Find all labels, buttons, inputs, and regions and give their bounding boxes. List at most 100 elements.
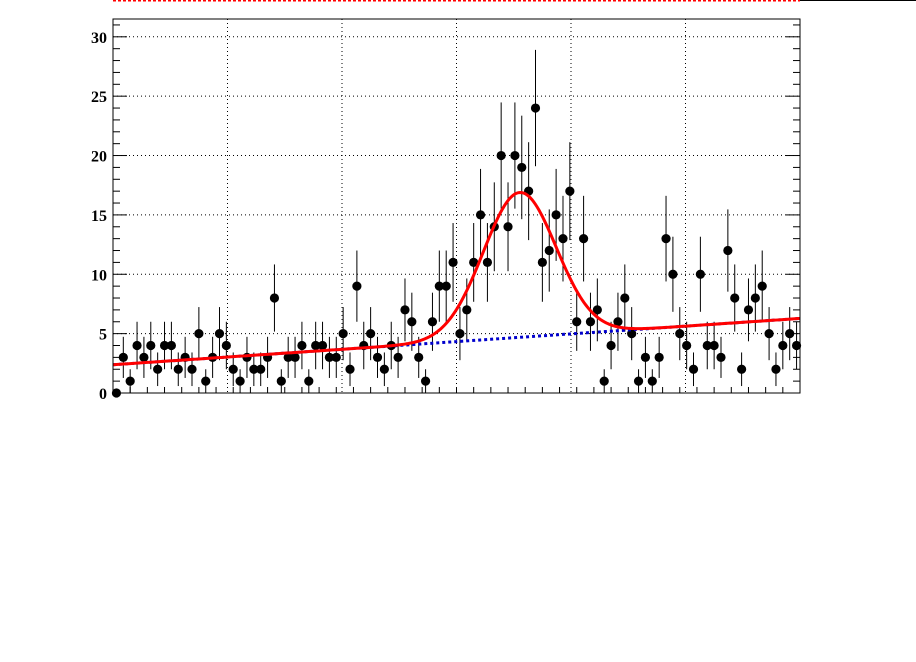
point-marker <box>290 352 300 362</box>
point-marker <box>695 269 705 279</box>
data-point <box>434 250 444 322</box>
point-marker <box>764 329 774 339</box>
point-marker <box>647 376 657 386</box>
point-marker <box>585 317 596 327</box>
data-point <box>359 321 369 370</box>
data-point <box>709 321 719 370</box>
data-point <box>702 321 712 370</box>
point-marker <box>606 340 616 351</box>
data-point <box>317 321 328 370</box>
data-point <box>496 102 506 209</box>
point-marker <box>510 150 520 161</box>
data-point <box>482 223 493 302</box>
point-marker <box>249 364 259 374</box>
point-marker <box>379 364 389 374</box>
point-marker <box>269 293 280 303</box>
point-marker <box>166 340 176 351</box>
data-point <box>338 307 348 361</box>
data-point <box>400 278 410 342</box>
y-tick-label: 5 <box>99 327 107 344</box>
point-marker <box>771 364 781 374</box>
point-marker <box>654 352 664 362</box>
total-fit-curve <box>112 190 801 367</box>
point-marker <box>228 364 238 374</box>
point-marker <box>304 376 314 386</box>
point-marker <box>702 340 712 351</box>
point-marker <box>558 234 568 244</box>
point-marker <box>743 305 754 315</box>
data-point <box>695 236 705 312</box>
data-point <box>352 250 362 322</box>
data-point <box>517 115 527 220</box>
data-point <box>654 336 664 378</box>
data-point <box>730 264 740 332</box>
data-point <box>558 195 568 282</box>
point-marker <box>551 210 561 220</box>
point-marker <box>682 340 692 351</box>
point-marker <box>201 376 211 386</box>
point-marker <box>544 245 554 256</box>
point-marker <box>283 352 293 362</box>
point-marker <box>599 376 609 386</box>
data-point <box>503 182 513 272</box>
point-marker <box>125 376 135 386</box>
data-point <box>565 142 575 241</box>
point-marker <box>235 376 245 386</box>
point-marker <box>159 340 170 351</box>
data-point <box>256 352 266 387</box>
point-marker <box>572 317 582 327</box>
data-point <box>668 236 678 312</box>
point-marker <box>139 352 149 362</box>
point-marker <box>297 340 307 351</box>
data-point <box>475 168 486 261</box>
point-marker <box>256 364 266 374</box>
data-point <box>572 292 582 351</box>
data-point <box>441 250 451 322</box>
data-point <box>276 369 286 393</box>
point-marker <box>324 352 335 362</box>
data-point <box>640 336 651 378</box>
point-marker <box>427 317 438 327</box>
point-marker <box>366 329 376 339</box>
point-marker <box>372 352 383 362</box>
data-point <box>606 321 616 370</box>
data-point <box>716 336 726 378</box>
point-marker <box>578 234 589 244</box>
data-point <box>599 369 609 393</box>
data-point <box>723 209 733 292</box>
point-marker <box>352 281 362 291</box>
point-marker <box>613 317 623 327</box>
point-marker <box>441 281 451 291</box>
point-marker <box>709 340 719 351</box>
y-tick-label: 15 <box>91 208 107 225</box>
point-marker <box>146 340 156 351</box>
data-point <box>345 352 355 387</box>
point-marker <box>668 269 678 279</box>
y-tick-label: 10 <box>91 267 107 284</box>
data-point <box>592 278 602 342</box>
data-point <box>771 352 781 387</box>
point-marker <box>482 257 493 267</box>
point-marker <box>475 210 486 220</box>
data-point <box>283 336 293 378</box>
data-point <box>647 369 657 393</box>
point-marker <box>173 364 183 374</box>
point-marker <box>448 257 458 267</box>
point-marker <box>187 364 197 374</box>
point-marker <box>633 376 644 386</box>
data-point <box>372 336 383 378</box>
data-point <box>173 352 183 387</box>
data-point <box>469 223 479 302</box>
data-point <box>585 292 596 351</box>
data-point <box>324 336 335 378</box>
data-point <box>620 264 630 332</box>
point-marker <box>455 329 465 339</box>
point-marker <box>393 352 403 362</box>
point-marker <box>620 293 630 303</box>
axes: 0 5 10 15 20 25 30 <box>91 24 801 403</box>
point-marker <box>434 281 444 291</box>
data-point <box>757 250 767 322</box>
data-point <box>455 307 465 361</box>
y-tick-label: 25 <box>91 89 107 106</box>
data-point <box>331 336 341 378</box>
